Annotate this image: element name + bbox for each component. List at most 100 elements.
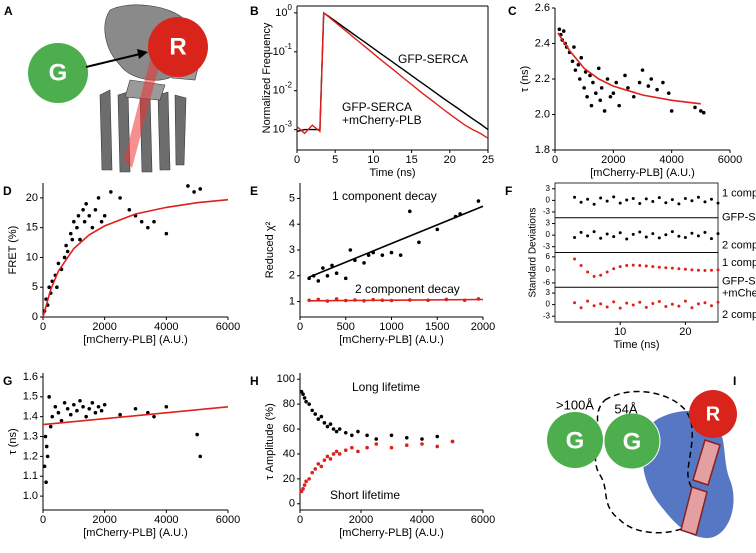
data-point: [614, 80, 619, 85]
panel-letter: F: [505, 184, 512, 198]
data-point: [334, 429, 339, 434]
residual-point: [703, 200, 707, 204]
data-point: [579, 55, 584, 60]
data-point: [319, 464, 324, 469]
series-label: 1 component decay: [332, 189, 437, 203]
x-tick-label: 10: [614, 326, 626, 338]
x-tick-label: 0: [297, 321, 303, 333]
data-point: [139, 219, 144, 224]
x-tick-label: 4000: [659, 154, 683, 166]
gfp-circle: [547, 412, 603, 468]
data-point: [186, 184, 190, 188]
data-point: [146, 410, 150, 415]
residual-point: [618, 265, 622, 269]
data-point: [44, 444, 49, 449]
subplot-frame: [554, 252, 719, 288]
data-point: [65, 249, 70, 254]
y-tick-label: -3: [543, 242, 551, 251]
data-point: [118, 412, 122, 417]
residual-point: [631, 232, 635, 236]
residual-point: [664, 201, 668, 205]
data-point: [599, 86, 604, 90]
data-point: [640, 68, 645, 72]
plb-helix: [692, 439, 721, 486]
data-point: [389, 433, 394, 438]
residual-point: [605, 232, 609, 236]
data-point: [573, 68, 578, 72]
y-tick-label: 80: [283, 398, 295, 410]
panel-letter: I: [733, 374, 736, 388]
data-point: [195, 432, 199, 437]
panel-letter: E: [250, 184, 258, 198]
data-point: [72, 219, 76, 224]
data-point: [90, 225, 95, 230]
residual-point: [696, 234, 700, 238]
data-point: [56, 410, 61, 415]
data-point: [417, 240, 421, 245]
residual-point: [651, 232, 655, 236]
data-point: [631, 94, 636, 99]
data-point: [319, 414, 324, 419]
residual-point: [644, 197, 648, 201]
residual-point: [690, 268, 694, 272]
residual-point: [670, 230, 674, 234]
y-tick-label: 1.5: [23, 391, 38, 403]
data-point: [557, 27, 562, 32]
residual-point: [586, 270, 590, 274]
residual-point: [657, 236, 661, 240]
decay-curve: [296, 11, 489, 139]
y-axis-label: τ (ns): [519, 66, 531, 92]
residual-point: [716, 300, 720, 304]
data-point: [102, 213, 107, 218]
data-point: [164, 231, 169, 236]
data-point: [655, 87, 659, 92]
residual-point: [638, 201, 642, 205]
y-axis-label: FRET (%): [7, 226, 19, 275]
data-point: [598, 98, 603, 103]
residual-point: [605, 199, 609, 203]
data-point: [127, 208, 132, 212]
y-tick-label: 0: [546, 230, 551, 239]
annotation: GFP-SERCA: [722, 212, 756, 224]
data-point: [693, 105, 697, 110]
data-point: [310, 408, 315, 413]
residual-point: [696, 302, 700, 306]
y-axis-label: Normalized Frequency: [261, 22, 273, 133]
arrow-head: [137, 49, 148, 59]
residual-point: [592, 304, 596, 308]
y-tick-label: -3: [543, 207, 551, 216]
x-tick-label: 15: [405, 154, 417, 166]
x-axis-label: [mCherry-PLB] (A.U.): [590, 167, 695, 179]
residual-point: [651, 265, 655, 269]
x-tick-label: 2000: [92, 514, 116, 526]
data-point: [96, 404, 101, 409]
data-point: [307, 477, 311, 481]
distance-label: 54Å: [614, 401, 637, 416]
y-tick-label: 10-2: [273, 81, 293, 97]
y-tick-label: 6: [546, 252, 551, 261]
annotation: GFP-SERCA +mCherry-PLB: [722, 275, 756, 299]
data-point: [301, 487, 305, 491]
data-point: [356, 429, 360, 434]
residual-point: [677, 304, 681, 308]
x-tick-label: 2000: [471, 321, 495, 333]
residual-point: [690, 306, 694, 310]
y-tick-label: 4: [289, 218, 295, 230]
residual-point: [592, 202, 596, 206]
data-point: [70, 237, 75, 242]
data-point: [316, 279, 321, 283]
data-point: [328, 457, 333, 461]
data-point: [304, 479, 308, 484]
data-point: [87, 406, 92, 411]
data-point: [75, 408, 79, 413]
residual-point: [709, 197, 713, 201]
data-point: [75, 225, 79, 230]
y-tick-label: 5: [289, 192, 295, 204]
residual-point: [638, 264, 642, 268]
data-point: [343, 430, 348, 435]
residual-point: [599, 196, 603, 200]
x-tick-label: 6000: [718, 154, 742, 166]
data-point: [84, 202, 88, 206]
data-point: [701, 110, 706, 115]
residual-point: [664, 305, 668, 309]
